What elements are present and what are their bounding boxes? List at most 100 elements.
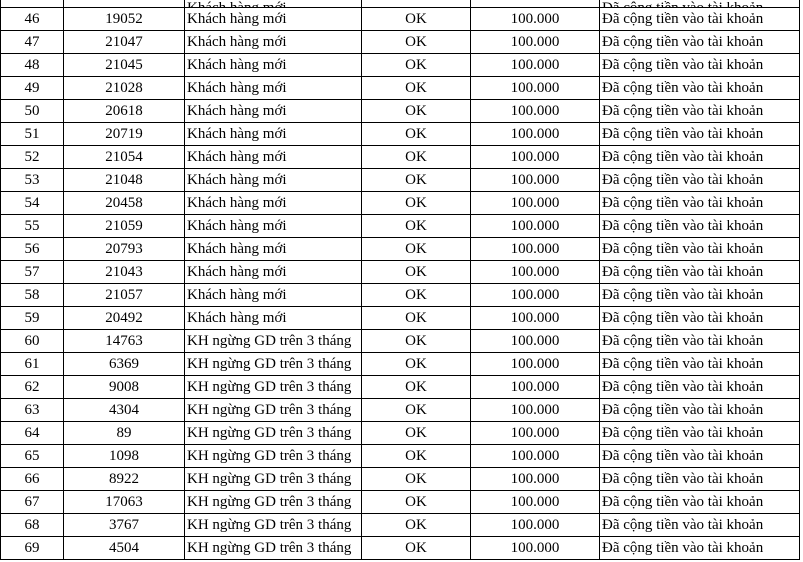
cell-customer-id[interactable]: 21047 <box>63 30 185 54</box>
cell-amount[interactable]: 100.000 <box>470 191 600 215</box>
cell-status[interactable]: OK <box>361 214 471 238</box>
cell-status[interactable]: OK <box>361 421 471 445</box>
cell-amount[interactable]: 100.000 <box>470 490 600 514</box>
cell-note[interactable]: Đã cộng tiền vào tài khoản <box>599 30 800 54</box>
cell-amount[interactable]: 100.000 <box>470 237 600 261</box>
cell-customer-id[interactable]: 4304 <box>63 398 185 422</box>
cell-status[interactable]: OK <box>361 76 471 100</box>
cell-status[interactable]: OK <box>361 467 471 491</box>
table-row[interactable]: 64 89 KH ngừng GD trên 3 tháng OK 100.000 Đã … <box>0 421 800 445</box>
cell-customer-type[interactable]: KH ngừng GD trên 3 tháng <box>184 375 362 399</box>
cell-status[interactable]: OK <box>361 375 471 399</box>
cell-customer-id[interactable]: 8922 <box>63 467 185 491</box>
cell-status[interactable]: OK <box>361 283 471 307</box>
cell-stt[interactable]: 55 <box>0 214 64 238</box>
cell-customer-type[interactable]: KH ngừng GD trên 3 tháng <box>184 536 362 560</box>
cell-customer-type[interactable]: Khách hàng mới <box>184 7 362 31</box>
cell-customer-type[interactable]: KH ngừng GD trên 3 tháng <box>184 352 362 376</box>
table-row[interactable]: 65 1098 KH ngừng GD trên 3 tháng OK 100.000 Đ… <box>0 444 800 468</box>
cell-customer-type[interactable]: Khách hàng mới <box>184 191 362 215</box>
cell-note[interactable]: Đã cộng tiền vào tài khoản <box>599 352 800 376</box>
cell-status[interactable]: OK <box>361 536 471 560</box>
cell-customer-id[interactable]: 21043 <box>63 260 185 284</box>
table-row[interactable]: 66 8922 KH ngừng GD trên 3 tháng OK 100.000 Đ… <box>0 467 800 491</box>
cell-customer-id[interactable]: 20793 <box>63 237 185 261</box>
cell-stt[interactable]: 47 <box>0 30 64 54</box>
cell-amount[interactable]: 100.000 <box>470 260 600 284</box>
cell-customer-type[interactable]: KH ngừng GD trên 3 tháng <box>184 398 362 422</box>
cell-note[interactable]: Đã cộng tiền vào tài khoản <box>599 398 800 422</box>
cell-stt[interactable]: 53 <box>0 168 64 192</box>
cell-note[interactable]: Đã cộng tiền vào tài khoản <box>599 490 800 514</box>
cell-customer-id[interactable]: 3767 <box>63 513 185 537</box>
cell-status[interactable]: OK <box>361 490 471 514</box>
cell-note[interactable]: Đã cộng tiền vào tài khoản <box>599 375 800 399</box>
cell-stt[interactable]: 64 <box>0 421 64 445</box>
cell-stt[interactable]: 57 <box>0 260 64 284</box>
cell-stt[interactable]: 50 <box>0 99 64 123</box>
cell-status[interactable]: OK <box>361 260 471 284</box>
cell-customer-type[interactable]: Khách hàng mới <box>184 145 362 169</box>
cell-stt[interactable]: 63 <box>0 398 64 422</box>
cell-customer-type[interactable]: Khách hàng mới <box>184 76 362 100</box>
cell-note[interactable]: Đã cộng tiền vào tài khoản <box>599 53 800 77</box>
cell-customer-id[interactable]: 21057 <box>63 283 185 307</box>
cell-customer-id[interactable]: 21028 <box>63 76 185 100</box>
cell-note[interactable]: Đã cộng tiền vào tài khoản <box>599 145 800 169</box>
cell-amount[interactable]: 100.000 <box>470 352 600 376</box>
cell-status[interactable]: OK <box>361 398 471 422</box>
cell-status[interactable]: OK <box>361 329 471 353</box>
cell-customer-id[interactable]: 20618 <box>63 99 185 123</box>
table-row[interactable]: 58 21057 Khách hàng mới OK 100.000 Đã cộng ti… <box>0 283 800 307</box>
cell-customer-id[interactable]: 21045 <box>63 53 185 77</box>
cell-note[interactable]: Đã cộng tiền vào tài khoản <box>599 306 800 330</box>
cell-status[interactable]: OK <box>361 352 471 376</box>
cell-customer-id[interactable]: 4504 <box>63 536 185 560</box>
cell-stt[interactable]: 69 <box>0 536 64 560</box>
cell-amount[interactable]: 100.000 <box>470 329 600 353</box>
table-row[interactable]: 51 20719 Khách hàng mới OK 100.000 Đã cộng ti… <box>0 122 800 146</box>
cell-amount[interactable]: 100.000 <box>470 467 600 491</box>
cell-amount[interactable]: 100.000 <box>470 122 600 146</box>
cell-stt[interactable]: 52 <box>0 145 64 169</box>
table-row[interactable]: 61 6369 KH ngừng GD trên 3 tháng OK 100.000 Đ… <box>0 352 800 376</box>
cell-amount[interactable]: 100.000 <box>470 76 600 100</box>
cell-stt[interactable]: 59 <box>0 306 64 330</box>
cell-stt[interactable]: 51 <box>0 122 64 146</box>
cell-customer-type[interactable]: Khách hàng mới <box>184 260 362 284</box>
table-row[interactable]: 46 19052 Khách hàng mới OK 100.000 Đã cộng ti… <box>0 7 800 31</box>
cell-customer-type[interactable]: Khách hàng mới <box>184 306 362 330</box>
cell-note[interactable]: Đã cộng tiền vào tài khoản <box>599 283 800 307</box>
cell-amount[interactable]: 100.000 <box>470 375 600 399</box>
cell-customer-id[interactable]: 21059 <box>63 214 185 238</box>
cell-amount[interactable]: 100.000 <box>470 513 600 537</box>
cell-customer-id[interactable]: 14763 <box>63 329 185 353</box>
table-row[interactable]: 55 21059 Khách hàng mới OK 100.000 Đã cộng ti… <box>0 214 800 238</box>
cell-customer-id[interactable]: 21054 <box>63 145 185 169</box>
cell-customer-type[interactable]: Khách hàng mới <box>184 237 362 261</box>
cell-amount[interactable]: 100.000 <box>470 99 600 123</box>
cell-type[interactable]: Khách hàng mới <box>184 0 362 8</box>
cell-stt[interactable]: 46 <box>0 7 64 31</box>
cell-note[interactable]: Đã cộng tiền vào tài khoản <box>599 7 800 31</box>
table-row[interactable]: 49 21028 Khách hàng mới OK 100.000 Đã cộng ti… <box>0 76 800 100</box>
cell-status[interactable]: OK <box>361 513 471 537</box>
cell-customer-type[interactable]: KH ngừng GD trên 3 tháng <box>184 467 362 491</box>
cell-customer-type[interactable]: KH ngừng GD trên 3 tháng <box>184 329 362 353</box>
cell-status[interactable]: OK <box>361 53 471 77</box>
cell-customer-id[interactable]: 19052 <box>63 7 185 31</box>
table-row-partial[interactable]: Khách hàng mới Đã cộng tiền vào tài khoả… <box>0 0 800 8</box>
cell-status[interactable]: OK <box>361 7 471 31</box>
cell-customer-type[interactable]: Khách hàng mới <box>184 30 362 54</box>
cell-amount[interactable]: 100.000 <box>470 398 600 422</box>
cell-customer-id[interactable]: 1098 <box>63 444 185 468</box>
cell-customer-id[interactable]: 20719 <box>63 122 185 146</box>
cell-stt[interactable]: 60 <box>0 329 64 353</box>
cell-customer-type[interactable]: Khách hàng mới <box>184 214 362 238</box>
cell-stt[interactable]: 56 <box>0 237 64 261</box>
cell-customer-type[interactable]: Khách hàng mới <box>184 168 362 192</box>
cell-note[interactable]: Đã cộng tiền vào tài khoản <box>599 467 800 491</box>
table-row[interactable]: 59 20492 Khách hàng mới OK 100.000 Đã cộng ti… <box>0 306 800 330</box>
cell-status[interactable]: OK <box>361 191 471 215</box>
cell-stt[interactable]: 65 <box>0 444 64 468</box>
